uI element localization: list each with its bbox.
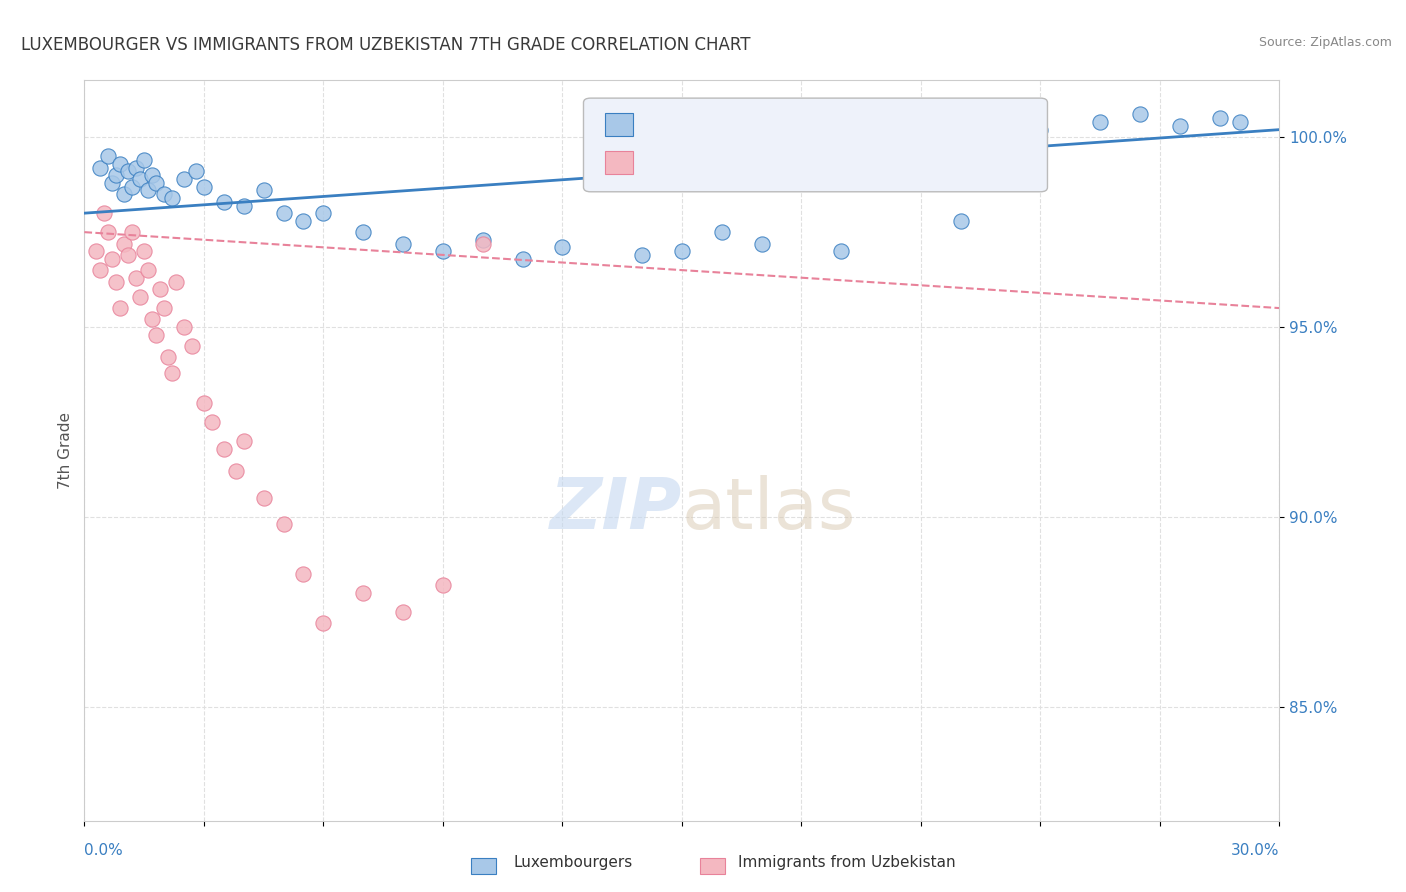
Point bbox=[112, 236, 135, 251]
Point bbox=[173, 320, 195, 334]
Point bbox=[1029, 122, 1052, 136]
Point bbox=[105, 275, 128, 289]
Point bbox=[273, 206, 295, 220]
Point bbox=[129, 172, 152, 186]
Text: 30.0%: 30.0% bbox=[1232, 843, 1279, 858]
Point bbox=[292, 213, 315, 227]
Point bbox=[121, 225, 143, 239]
Point bbox=[392, 605, 415, 619]
Text: ZIP: ZIP bbox=[550, 475, 682, 544]
Point bbox=[141, 168, 163, 182]
Point bbox=[751, 236, 773, 251]
Point bbox=[157, 351, 180, 365]
Text: Luxembourgers: Luxembourgers bbox=[513, 855, 633, 870]
Point bbox=[181, 339, 204, 353]
Point bbox=[93, 206, 115, 220]
Point bbox=[86, 244, 108, 259]
Point bbox=[225, 464, 247, 478]
Point bbox=[101, 176, 124, 190]
Point bbox=[253, 183, 276, 197]
Point bbox=[1168, 119, 1191, 133]
Point bbox=[232, 198, 254, 212]
Y-axis label: 7th Grade: 7th Grade bbox=[58, 412, 73, 489]
Point bbox=[149, 282, 172, 296]
Point bbox=[1129, 107, 1152, 121]
Point bbox=[132, 244, 156, 259]
Text: R =  0.110   N = 53: R = 0.110 N = 53 bbox=[641, 115, 817, 133]
Point bbox=[89, 161, 111, 175]
Point bbox=[141, 312, 163, 326]
Point bbox=[193, 396, 215, 410]
Text: Immigrants from Uzbekistan: Immigrants from Uzbekistan bbox=[738, 855, 956, 870]
Point bbox=[160, 366, 183, 380]
Point bbox=[112, 187, 135, 202]
Text: Source: ZipAtlas.com: Source: ZipAtlas.com bbox=[1258, 36, 1392, 49]
Point bbox=[136, 263, 159, 277]
Point bbox=[129, 290, 152, 304]
Point bbox=[432, 244, 454, 259]
Point bbox=[212, 442, 235, 456]
Point bbox=[89, 263, 111, 277]
Text: LUXEMBOURGER VS IMMIGRANTS FROM UZBEKISTAN 7TH GRADE CORRELATION CHART: LUXEMBOURGER VS IMMIGRANTS FROM UZBEKIST… bbox=[21, 36, 751, 54]
Point bbox=[184, 164, 207, 178]
Point bbox=[101, 252, 124, 266]
Point bbox=[201, 415, 224, 429]
Point bbox=[253, 491, 276, 505]
Point bbox=[105, 168, 128, 182]
Point bbox=[830, 244, 852, 259]
Point bbox=[1209, 112, 1232, 126]
Point bbox=[1090, 115, 1112, 129]
Point bbox=[551, 240, 574, 254]
Point bbox=[212, 194, 235, 209]
Point bbox=[512, 252, 534, 266]
Point bbox=[97, 225, 120, 239]
Point bbox=[471, 233, 494, 247]
Point bbox=[110, 301, 132, 315]
Point bbox=[121, 179, 143, 194]
Point bbox=[110, 157, 132, 171]
Point bbox=[173, 172, 195, 186]
Point bbox=[432, 578, 454, 592]
Point bbox=[949, 213, 972, 227]
Point bbox=[136, 183, 159, 197]
Text: R = -0.021   N = 82: R = -0.021 N = 82 bbox=[641, 153, 818, 170]
Text: 0.0%: 0.0% bbox=[84, 843, 124, 858]
Point bbox=[312, 206, 335, 220]
Point bbox=[352, 586, 374, 600]
Point bbox=[153, 187, 176, 202]
Point bbox=[145, 176, 167, 190]
Point bbox=[160, 191, 183, 205]
Point bbox=[292, 566, 315, 581]
Point bbox=[352, 225, 374, 239]
Point bbox=[1229, 115, 1251, 129]
Point bbox=[125, 270, 148, 285]
Point bbox=[392, 236, 415, 251]
Point bbox=[273, 517, 295, 532]
Point bbox=[97, 149, 120, 163]
Point bbox=[232, 434, 254, 448]
Point bbox=[631, 248, 654, 262]
Point bbox=[125, 161, 148, 175]
Point bbox=[117, 248, 139, 262]
Point bbox=[165, 275, 187, 289]
Point bbox=[117, 164, 139, 178]
Point bbox=[671, 244, 693, 259]
Point bbox=[710, 225, 733, 239]
Point bbox=[312, 616, 335, 631]
Point bbox=[132, 153, 156, 167]
Text: atlas: atlas bbox=[682, 475, 856, 544]
Point bbox=[145, 327, 167, 342]
Point bbox=[193, 179, 215, 194]
Point bbox=[153, 301, 176, 315]
Point bbox=[471, 236, 494, 251]
